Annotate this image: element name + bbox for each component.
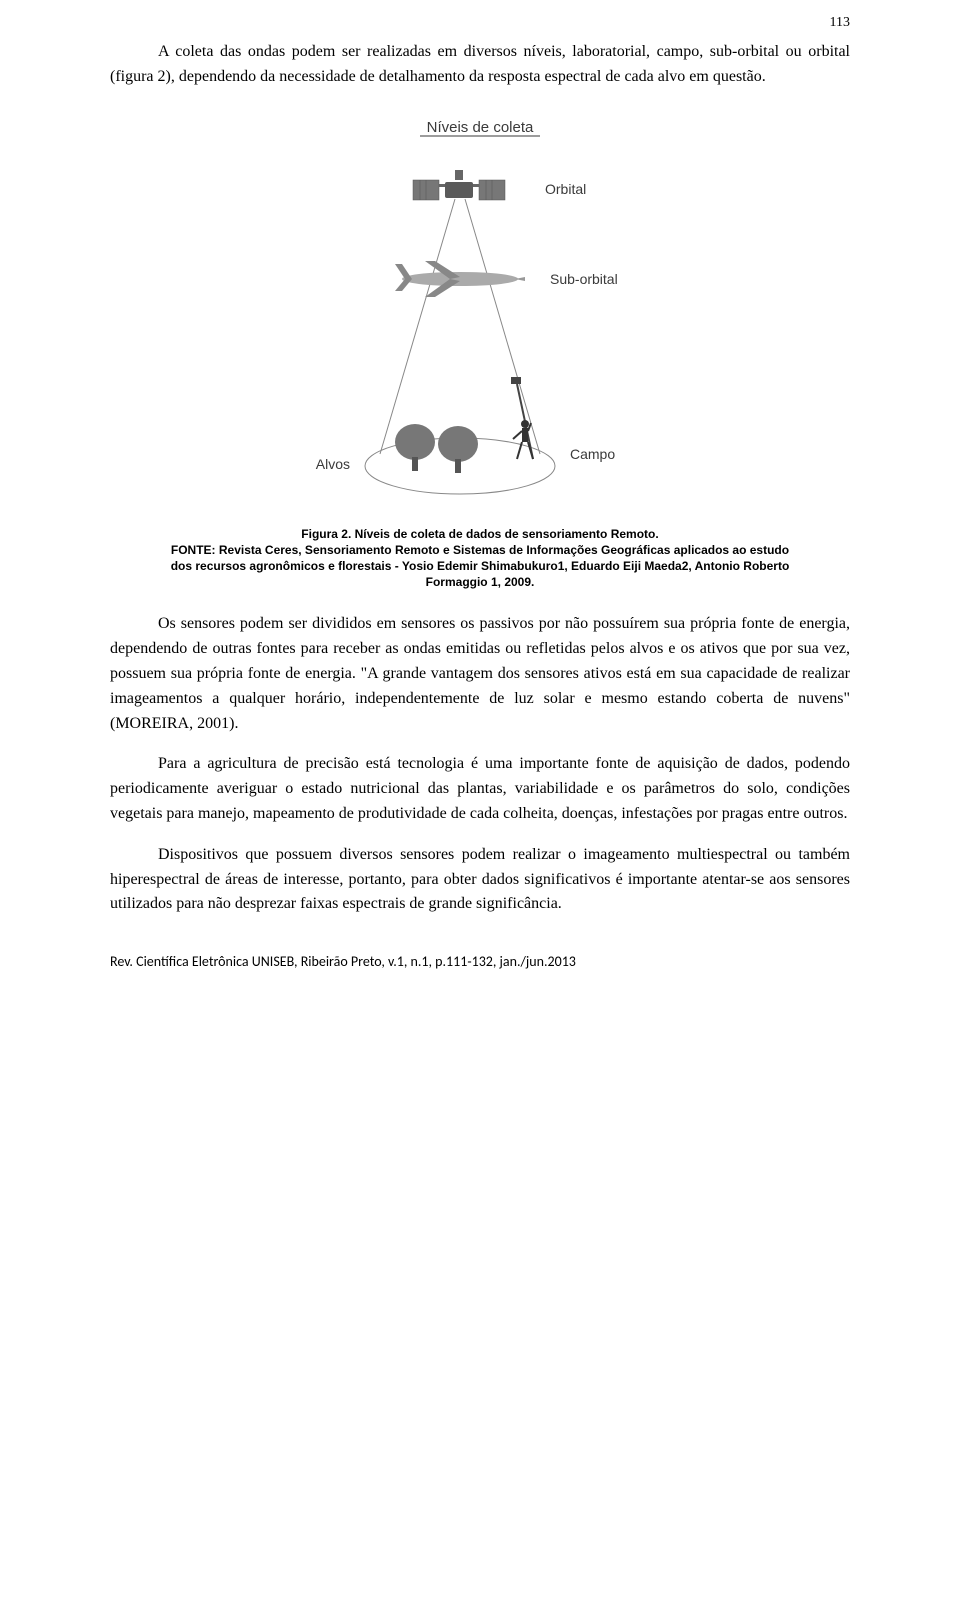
footer-citation: Rev. Científica Eletrônica UNISEB, Ribei…: [110, 953, 850, 970]
levels-diagram: Níveis de coleta Orbital Su: [300, 114, 660, 514]
diagram-title: Níveis de coleta: [427, 119, 534, 136]
paragraph-3: Dispositivos que possuem diversos sensor…: [110, 843, 850, 917]
paragraph-1: Os sensores podem ser divididos em senso…: [110, 612, 850, 736]
intro-paragraph: A coleta das ondas podem ser realizadas …: [110, 40, 850, 90]
figure-caption: Figura 2. Níveis de coleta de dados de s…: [160, 526, 800, 591]
page-number: 113: [830, 15, 850, 31]
suborbital-label: Sub-orbital: [550, 271, 618, 287]
caption-title: Figura 2. Níveis de coleta de dados de s…: [301, 527, 658, 541]
tree-icon: [395, 424, 435, 471]
campo-label: Campo: [570, 446, 615, 462]
tree-icon: [438, 426, 478, 473]
paragraph-2: Para a agricultura de precisão está tecn…: [110, 752, 850, 826]
airplane-icon: [395, 261, 525, 297]
figure-2: Níveis de coleta Orbital Su: [110, 114, 850, 514]
caption-source: FONTE: Revista Ceres, Sensoriamento Remo…: [171, 543, 790, 589]
satellite-icon: [413, 170, 505, 200]
orbital-label: Orbital: [545, 181, 586, 197]
alvos-label: Alvos: [316, 456, 350, 472]
